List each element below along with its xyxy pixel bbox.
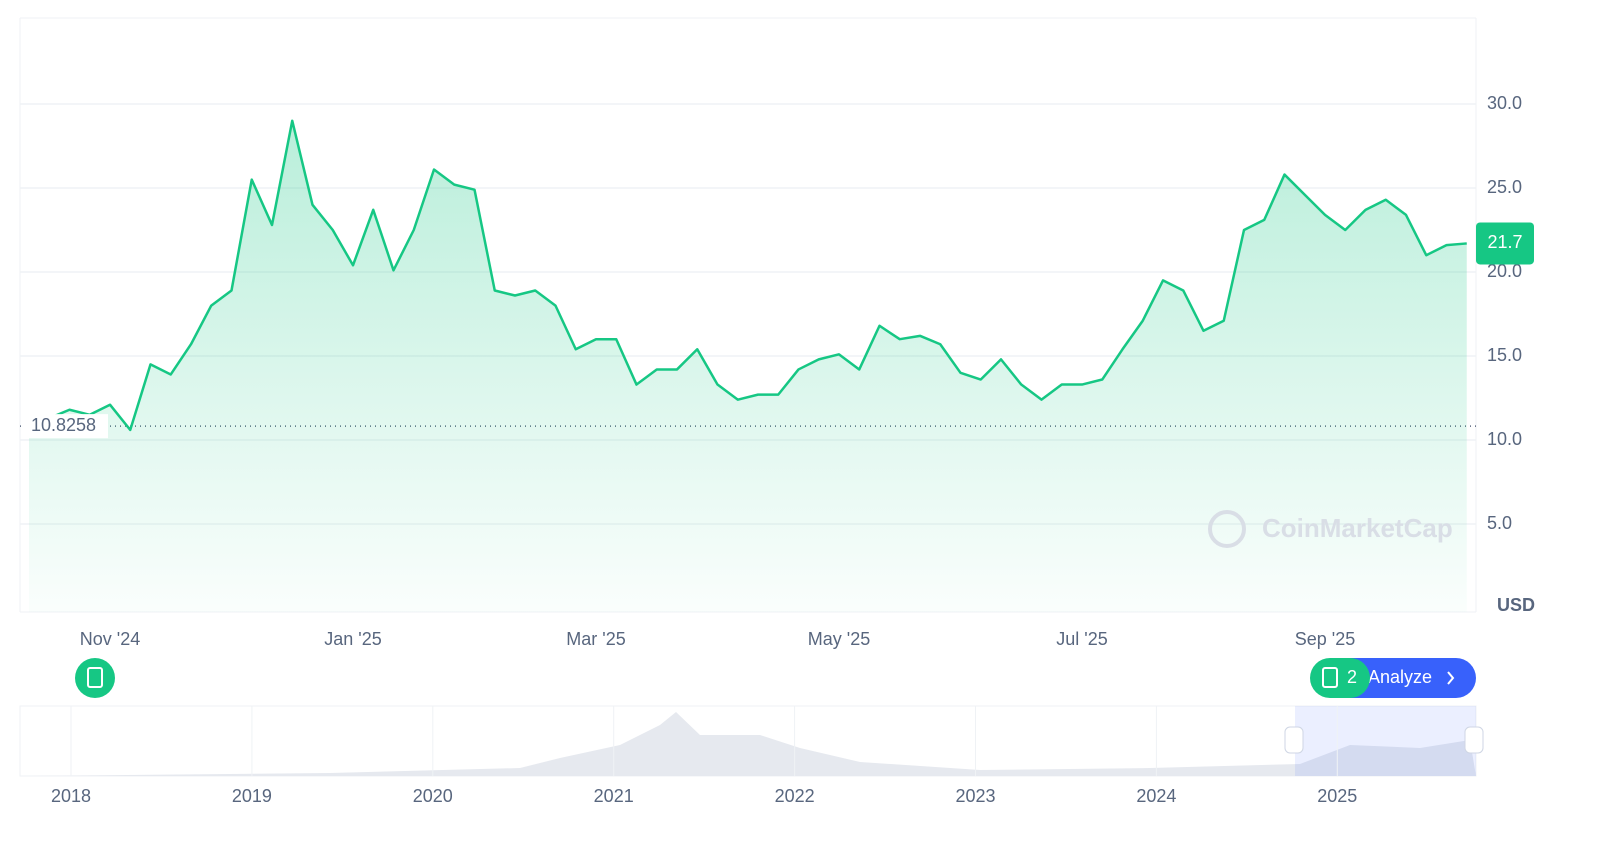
x-tick-label: Jul '25 <box>1056 629 1107 649</box>
news-marker[interactable] <box>75 658 115 698</box>
navigator-year: 2020 <box>413 786 453 806</box>
navigator-axis: 2018 2019 2020 2021 2022 2023 2024 2025 <box>51 706 1357 806</box>
navigator-year: 2019 <box>232 786 272 806</box>
price-line <box>28 119 1467 432</box>
current-price-label: 21.7 <box>1487 232 1522 252</box>
x-tick-label: Sep '25 <box>1295 629 1356 649</box>
navigator-area <box>20 712 1476 776</box>
navigator-handle[interactable] <box>1284 726 1304 754</box>
current-price-badge <box>1476 222 1534 265</box>
navigator-year: 2021 <box>594 786 634 806</box>
y-tick-label: 25.0 <box>1487 177 1522 197</box>
navigator-year: 2025 <box>1317 786 1357 806</box>
y-tick-label: 20.0 <box>1487 261 1522 281</box>
navigator-selection[interactable] <box>1295 706 1476 776</box>
chevron <box>1447 671 1455 685</box>
analyze-label[interactable]: Analyze <box>1368 667 1432 687</box>
x-tick-label: Mar '25 <box>566 629 625 649</box>
news-count: 2 <box>1347 667 1357 687</box>
doc-icon <box>1322 667 1338 688</box>
y-tick-label: 5.0 <box>1487 513 1512 533</box>
area <box>29 120 1467 613</box>
navigator-handle[interactable] <box>1464 726 1484 754</box>
currency-label: USD <box>1497 595 1535 615</box>
x-tick-label: Nov '24 <box>80 629 140 649</box>
navigator-year: 2024 <box>1136 786 1176 806</box>
y-tick-label: 15.0 <box>1487 345 1522 365</box>
x-tick-label: Jan '25 <box>324 629 381 649</box>
plot: 5.0 10.0 15.0 20.0 25.0 30.0 Nov '24 Jan '25 Mar… <box>20 93 1534 649</box>
watermark: CoinMarketCap <box>1262 513 1453 543</box>
reference-label: 10.8258 <box>31 415 96 435</box>
x-tick-label: May '25 <box>808 629 870 649</box>
watermark-logo <box>1208 510 1246 548</box>
doc-icon <box>87 667 103 688</box>
navigator-year: 2023 <box>955 786 995 806</box>
y-tick-label: 10.0 <box>1487 429 1522 449</box>
y-tick-label: 30.0 <box>1487 93 1522 113</box>
navigator-year: 2022 <box>775 786 815 806</box>
news-marker-group[interactable] <box>1310 658 1370 698</box>
navigator-year: 2018 <box>51 786 91 806</box>
reference-label-bg <box>24 414 108 439</box>
